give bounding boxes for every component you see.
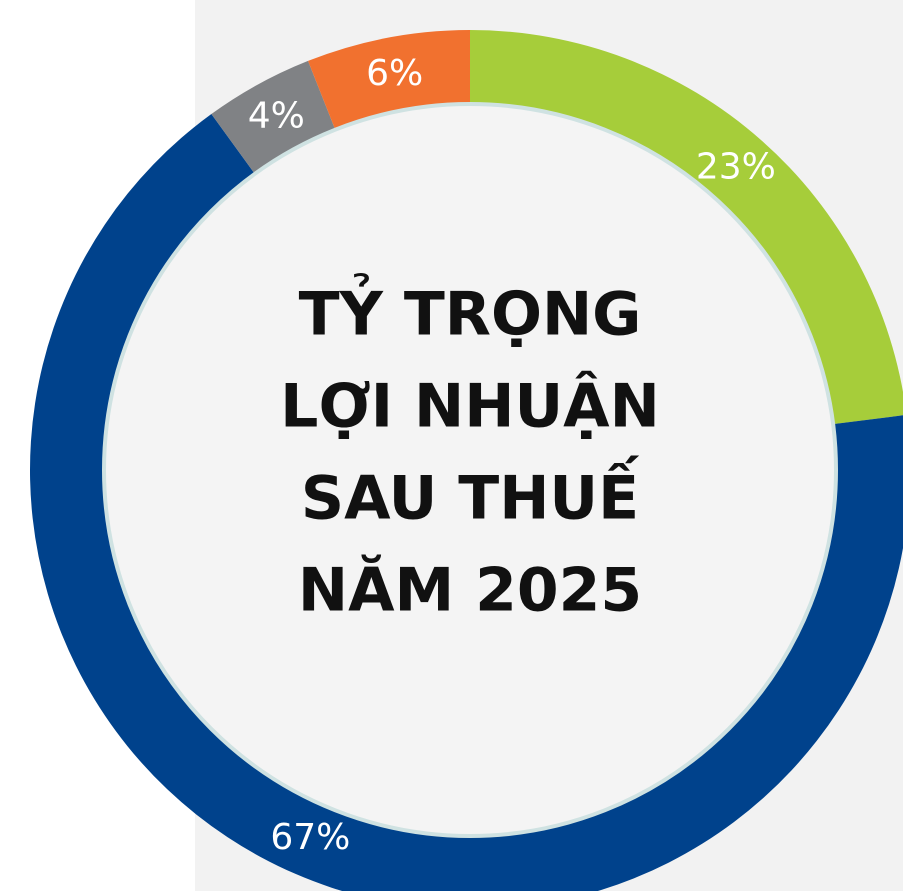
data-label: 6%: [366, 53, 423, 94]
donut-slice: [211, 60, 337, 176]
chart-title: TỶ TRỌNG: [299, 272, 642, 350]
data-label: 23%: [696, 146, 776, 187]
donut-slice: [470, 30, 903, 425]
data-label: 67%: [270, 817, 350, 858]
chart-title: NĂM 2025: [298, 554, 642, 626]
data-label: 4%: [248, 96, 305, 137]
texts: 23% 67% 4% 6% TỶ TRỌNG LỢI NHUẬN SAU THUẾ NĂM 2…: [248, 53, 776, 858]
donut-center: [102, 102, 838, 838]
chart-title: LỢI NHUẬN: [280, 371, 660, 442]
chart-title: SAU THUẾ: [301, 455, 640, 534]
